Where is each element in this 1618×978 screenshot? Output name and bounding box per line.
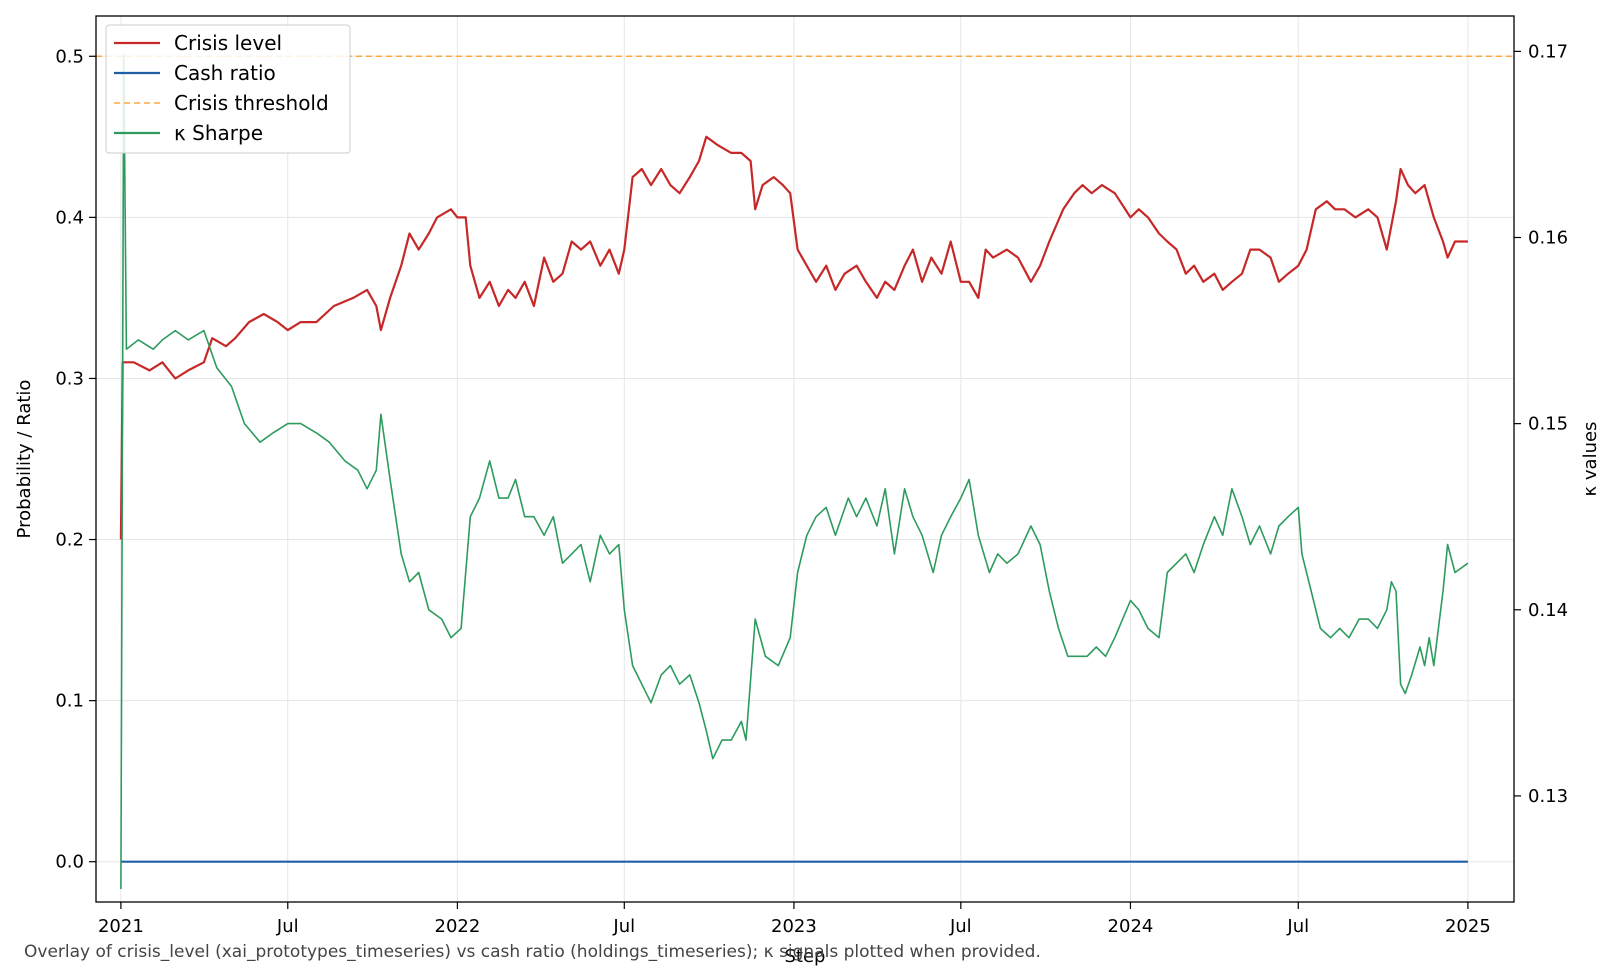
y-tick-label: 0.2 [55, 530, 84, 551]
x-axis-title: Step [785, 946, 826, 967]
y-axis-title: Probability / Ratio [14, 380, 35, 539]
legend-label: κ Sharpe [174, 121, 263, 145]
x-tick-label: 2025 [1445, 916, 1491, 937]
x-tick-label: 2022 [435, 916, 481, 937]
x-tick-label: 2023 [771, 916, 817, 937]
plot-frame [95, 15, 1515, 903]
y2-tick-label: 0.17 [1528, 41, 1568, 62]
series-layer [96, 54, 1514, 890]
legend-box [105, 24, 351, 154]
crisis-level-line [119, 135, 1468, 540]
y2-tick-label: 0.13 [1528, 786, 1568, 807]
x-tick-label: Jul [612, 916, 635, 937]
ticks: 2021 Jul 2022 Jul 2023 Jul 2024 Jul 2025 0.0 0.1 0.… [55, 41, 1568, 937]
kappa-sharpe-line [120, 54, 1469, 890]
legend-label: Crisis threshold [174, 91, 329, 115]
legend-label: Crisis level [174, 31, 282, 55]
x-tick-label: Jul [949, 916, 972, 937]
legend-label: Cash ratio [174, 61, 276, 85]
y2-tick-label: 0.15 [1528, 414, 1568, 435]
y-tick-label: 0.3 [55, 368, 84, 389]
figure-caption: Overlay of crisis_level (xai_prototypes_… [24, 942, 1041, 962]
plot-background [96, 16, 1514, 902]
y-tick-label: 0.1 [55, 691, 84, 712]
y-tick-label: 0.5 [55, 46, 84, 67]
y2-axis-title: κ values [1580, 422, 1601, 497]
y2-tick-label: 0.16 [1528, 228, 1568, 249]
y2-tick-label: 0.14 [1528, 600, 1568, 621]
x-tick-label: 2021 [98, 916, 144, 937]
legend: Crisis level Cash ratio Crisis threshold κ … [105, 24, 351, 154]
x-tick-label: Jul [276, 916, 299, 937]
y-tick-label: 0.4 [55, 207, 84, 228]
x-tick-label: Jul [1286, 916, 1309, 937]
x-tick-label: 2024 [1108, 916, 1154, 937]
y-tick-label: 0.0 [55, 852, 84, 873]
